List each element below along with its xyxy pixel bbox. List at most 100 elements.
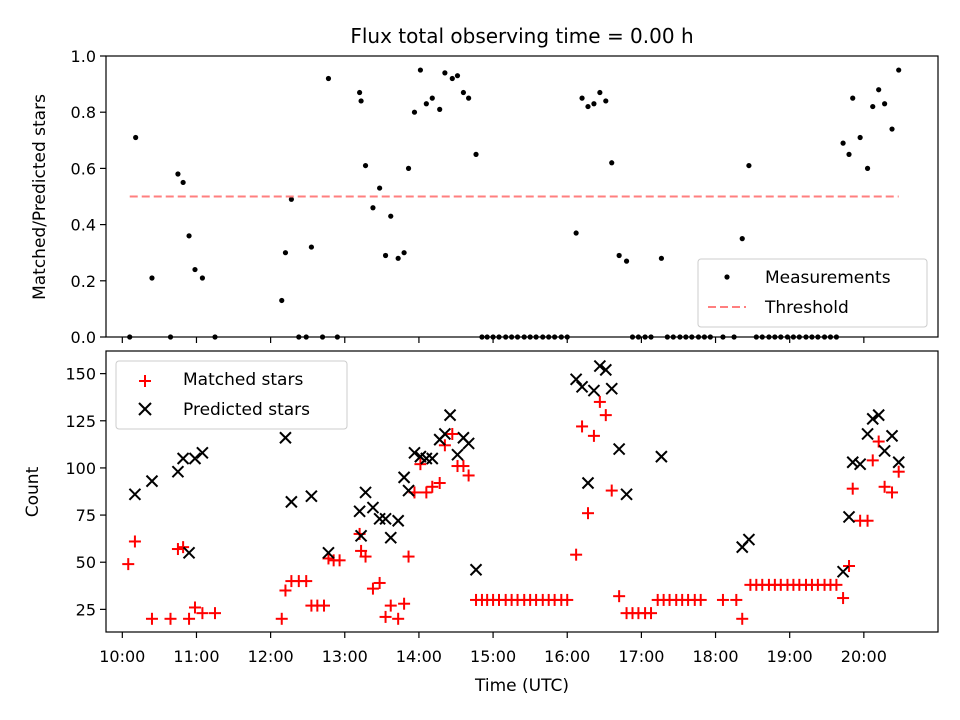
measurement-point [473, 151, 479, 157]
measurement-point [358, 98, 364, 104]
measurement-point [192, 266, 198, 273]
matched-point [830, 578, 843, 591]
predicted-point [438, 427, 452, 441]
measurement-point [437, 106, 443, 112]
matched-point [457, 460, 470, 473]
predicted-point [462, 437, 475, 450]
y-tick-label: 0.2 [71, 272, 96, 291]
matched-point [373, 576, 386, 589]
matched-point [145, 612, 158, 625]
measurement-point [288, 196, 294, 202]
predicted-point [861, 427, 874, 441]
x-tick-label: 17:00 [618, 647, 664, 666]
measurement-point [175, 171, 181, 177]
predicted-point [145, 474, 159, 488]
measurement-point [149, 275, 155, 281]
y-tick-label: 150 [65, 365, 96, 384]
series-matched-stars [122, 395, 905, 625]
x-tick-label: 19:00 [767, 647, 813, 666]
matched-point [420, 486, 433, 499]
y-tick-label: 100 [65, 459, 96, 478]
x-tick-label: 15:00 [470, 647, 516, 666]
predicted-point [846, 456, 859, 469]
matched-point [122, 558, 135, 571]
matched-point [599, 409, 612, 422]
predicted-point [443, 408, 457, 422]
measurement-point [876, 87, 882, 93]
y-tick-label: 25 [76, 600, 96, 619]
measurement-point [585, 103, 591, 110]
matched-point [872, 435, 885, 448]
matched-point [716, 593, 729, 606]
measurement-point [746, 162, 752, 169]
measurement-point [609, 160, 615, 166]
x-tick-label: 10:00 [99, 647, 145, 666]
matched-point [886, 486, 899, 499]
predicted-point [408, 446, 421, 460]
predicted-point [322, 546, 335, 559]
matched-point [587, 429, 600, 442]
x-axis-label: Time (UTC) [474, 676, 569, 696]
measurement-point [623, 258, 630, 264]
matched-point [892, 465, 905, 478]
bottom-legend-box [115, 360, 348, 430]
y-tick-label: 0.6 [71, 159, 96, 178]
measurement-point [896, 67, 902, 73]
matched-point [645, 607, 658, 620]
measurement-point [864, 165, 871, 171]
matched-point [866, 454, 879, 467]
top-legend: Measurements Threshold [697, 258, 928, 328]
matched-point [736, 612, 749, 625]
measurement-point [325, 75, 332, 82]
matched-point [359, 550, 372, 563]
measurement-point [870, 103, 876, 110]
bottom-plot-frame [105, 350, 939, 633]
predicted-point [426, 452, 439, 465]
legend-label-measurements: Measurements [765, 268, 891, 288]
predicted-point [866, 412, 879, 426]
matched-point [878, 480, 891, 493]
measurement-point [423, 101, 429, 107]
bottom-y-axis: 25 50 75 100 125 150 [65, 365, 106, 619]
measurement-point [597, 89, 603, 96]
y-tick-label: 1.0 [71, 47, 96, 66]
legend-marker-predicted [138, 402, 152, 416]
matched-point [398, 597, 411, 610]
measurement-point [186, 233, 192, 239]
predicted-point [353, 505, 366, 518]
predicted-point [842, 510, 856, 524]
matched-point [843, 559, 856, 572]
predicted-point [305, 490, 318, 503]
matched-point [861, 514, 874, 527]
predicted-point [285, 495, 298, 509]
matched-point [561, 593, 574, 606]
y-tick-label: 75 [76, 506, 96, 525]
predicted-point [885, 429, 899, 443]
predicted-point [742, 533, 756, 546]
x-tick-label: 18:00 [692, 647, 738, 666]
predicted-point [397, 471, 411, 484]
x-tick-label: 13:00 [322, 647, 368, 666]
matched-point [402, 550, 415, 563]
predicted-point [620, 488, 633, 501]
matched-point [128, 535, 141, 548]
measurement-point [401, 250, 407, 256]
predicted-point [605, 382, 618, 395]
matched-point [188, 601, 201, 614]
matched-point [279, 584, 292, 597]
measurement-point [180, 179, 186, 186]
matched-point [322, 552, 335, 565]
chart-title: Flux total observing time = 0.00 h [350, 24, 693, 48]
matched-point [414, 458, 427, 471]
predicted-point [469, 563, 483, 576]
matched-point [570, 548, 583, 561]
predicted-point [569, 373, 583, 386]
measurement-point [579, 95, 585, 101]
legend-label-matched: Matched stars [183, 370, 303, 390]
x-tick-label: 14:00 [396, 647, 442, 666]
predicted-point [402, 484, 415, 497]
matched-point [183, 612, 196, 625]
measurement-point [857, 134, 863, 141]
predicted-point [593, 359, 607, 373]
